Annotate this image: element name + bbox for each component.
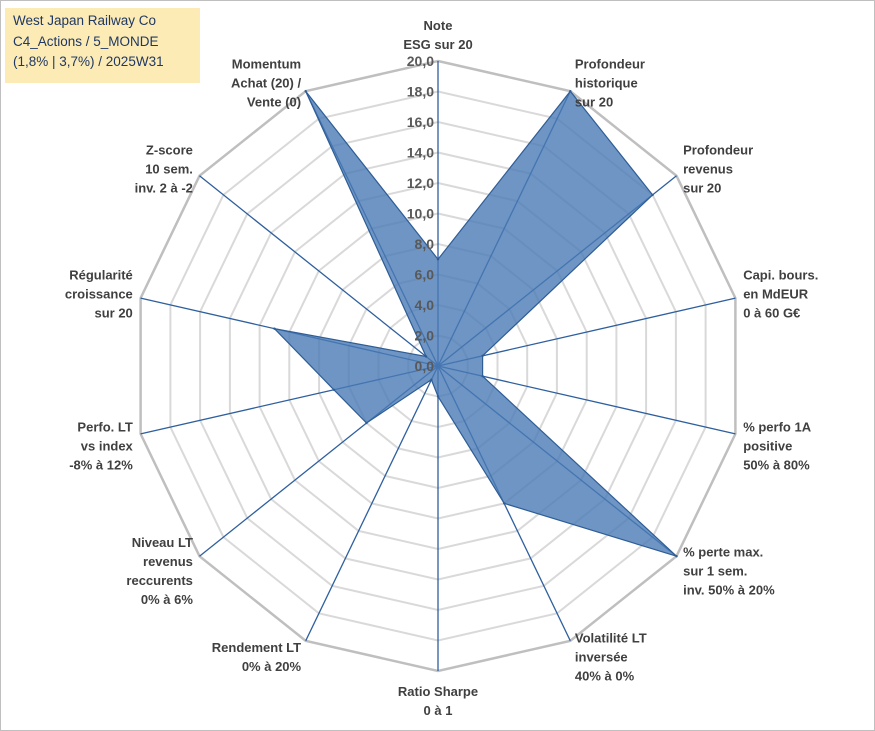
tick-label: 16,0 — [407, 114, 434, 130]
data-point — [436, 258, 440, 261]
axis-label-line: sur 20 — [683, 181, 721, 196]
data-point — [651, 193, 654, 197]
tick-label: 12,0 — [407, 175, 434, 191]
axis-label-line: 0% à 20% — [242, 659, 302, 674]
axis-label: Z-score 10 sem. inv. 2 à -2 — [135, 143, 193, 196]
axis-spoke — [437, 297, 736, 367]
axis-label-line: Vente (0) — [247, 94, 301, 109]
data-point — [273, 327, 276, 330]
axis-label-line: 10 sem. — [145, 162, 193, 177]
radial-tick-labels: 0,0 2,0 4,0 6,0 8,0 10,0 12,0 14,0 16,0 18,0 20,0 — [407, 53, 434, 374]
axis-label: Momentum Achat (20) / Vente (0) — [231, 56, 301, 109]
axis-label-line: Achat (20) / — [231, 75, 301, 90]
axis-label: Note ESG sur 20 — [403, 18, 472, 52]
axis-label-line: sur 1 sem. — [683, 563, 747, 578]
axis-label-line: 0 à 1 — [424, 703, 453, 718]
axis-label: Profondeur historique sur 20 — [575, 56, 645, 109]
data-point — [365, 421, 368, 425]
data-point — [503, 502, 506, 505]
data-point — [481, 354, 484, 357]
axis-label: % perte max. sur 1 sem. inv. 50% à 20% — [683, 544, 775, 597]
axis-label: Volatilité LT inversée 40% à 0% — [575, 631, 647, 684]
axis-label: Rendement LT 0% à 20% — [212, 640, 302, 674]
axis-label-line: sur 20 — [94, 305, 132, 320]
data-point — [675, 555, 678, 558]
tick-label: 6,0 — [415, 267, 435, 283]
axis-label-line: Momentum — [232, 56, 301, 71]
axis-label-line: Régularité — [69, 267, 133, 282]
tick-label: 8,0 — [415, 236, 435, 252]
axis-label-line: Profondeur — [683, 143, 753, 158]
title-company: West Japan Railway Co — [13, 13, 157, 28]
axis-label-line: -8% à 12% — [69, 458, 133, 473]
axis-label-line: inversée — [575, 650, 628, 665]
axis-label-line: Perfo. LT — [77, 420, 132, 435]
tick-label: 14,0 — [407, 145, 434, 161]
tick-label: 10,0 — [407, 206, 434, 222]
axis-label-line: inv. 50% à 20% — [683, 582, 775, 597]
axis-label-line: Ratio Sharpe — [398, 684, 478, 699]
title-category: C4_Actions / 5_MONDE — [13, 33, 159, 49]
axis-label-line: Note — [424, 18, 453, 33]
axis-label-line: reccurents — [126, 573, 192, 588]
axis-label-line: 40% à 0% — [575, 669, 635, 684]
data-point — [436, 395, 440, 398]
axis-label-line: Profondeur — [575, 56, 645, 71]
data-point — [424, 355, 428, 358]
axis-label-line: 50% à 80% — [743, 458, 810, 473]
axis-label: Capi. bours. en MdEUR 0 à 60 G€ — [743, 267, 818, 320]
title-box: West Japan Railway Co C4_Actions / 5_MON… — [5, 8, 200, 83]
axis-spoke — [305, 365, 439, 642]
radar-series — [272, 90, 678, 558]
axis-label: % perfo 1A positive 50% à 80% — [743, 420, 812, 473]
axis-label-line: positive — [743, 439, 792, 454]
axis-label-line: 0% à 6% — [141, 592, 193, 607]
axis-label-line: % perte max. — [683, 544, 763, 559]
tick-label: 2,0 — [415, 328, 435, 344]
data-point — [481, 375, 484, 378]
axis-label-line: % perfo 1A — [743, 420, 812, 435]
axis-label: Régularité croissance sur 20 — [65, 267, 133, 320]
axis-label-line: ESG sur 20 — [403, 37, 472, 52]
axis-label-line: revenus — [143, 554, 193, 569]
tick-label: 18,0 — [407, 84, 434, 100]
axis-label: Perfo. LT vs index -8% à 12% — [69, 420, 133, 473]
tick-label: 20,0 — [407, 53, 434, 69]
axis-label-line: 0 à 60 G€ — [743, 305, 800, 320]
axis-spoke — [199, 175, 439, 367]
axis-spoke — [437, 365, 736, 435]
axis-labels: Note ESG sur 20 Profondeur historique sur 20… — [65, 18, 818, 718]
axis-label-line: Niveau LT — [132, 535, 193, 550]
data-point — [569, 90, 572, 93]
title-period: (1,8% | 3,7%) / 2025W31 — [13, 54, 164, 69]
axis-label-line: historique — [575, 75, 638, 90]
data-point — [332, 388, 336, 391]
axis-label-line: revenus — [683, 162, 733, 177]
data-point — [430, 378, 433, 381]
data-point — [304, 90, 307, 93]
axis-label-line: Rendement LT — [212, 640, 301, 655]
axis-label-line: sur 20 — [575, 94, 613, 109]
axis-label-line: Z-score — [146, 143, 193, 158]
axis-label: Profondeur revenus sur 20 — [683, 143, 753, 196]
axis-label-line: en MdEUR — [743, 286, 809, 301]
axis-label: Ratio Sharpe 0 à 1 — [398, 684, 478, 718]
axis-label-line: Volatilité LT — [575, 631, 647, 646]
axis-label-line: vs index — [81, 439, 134, 454]
tick-label: 0,0 — [415, 358, 435, 374]
axis-label: Niveau LT revenus reccurents 0% à 6% — [126, 535, 193, 607]
axis-label-line: inv. 2 à -2 — [135, 181, 193, 196]
axis-label-line: croissance — [65, 286, 133, 301]
tick-label: 4,0 — [415, 297, 435, 313]
axis-label-line: Capi. bours. — [743, 267, 818, 282]
